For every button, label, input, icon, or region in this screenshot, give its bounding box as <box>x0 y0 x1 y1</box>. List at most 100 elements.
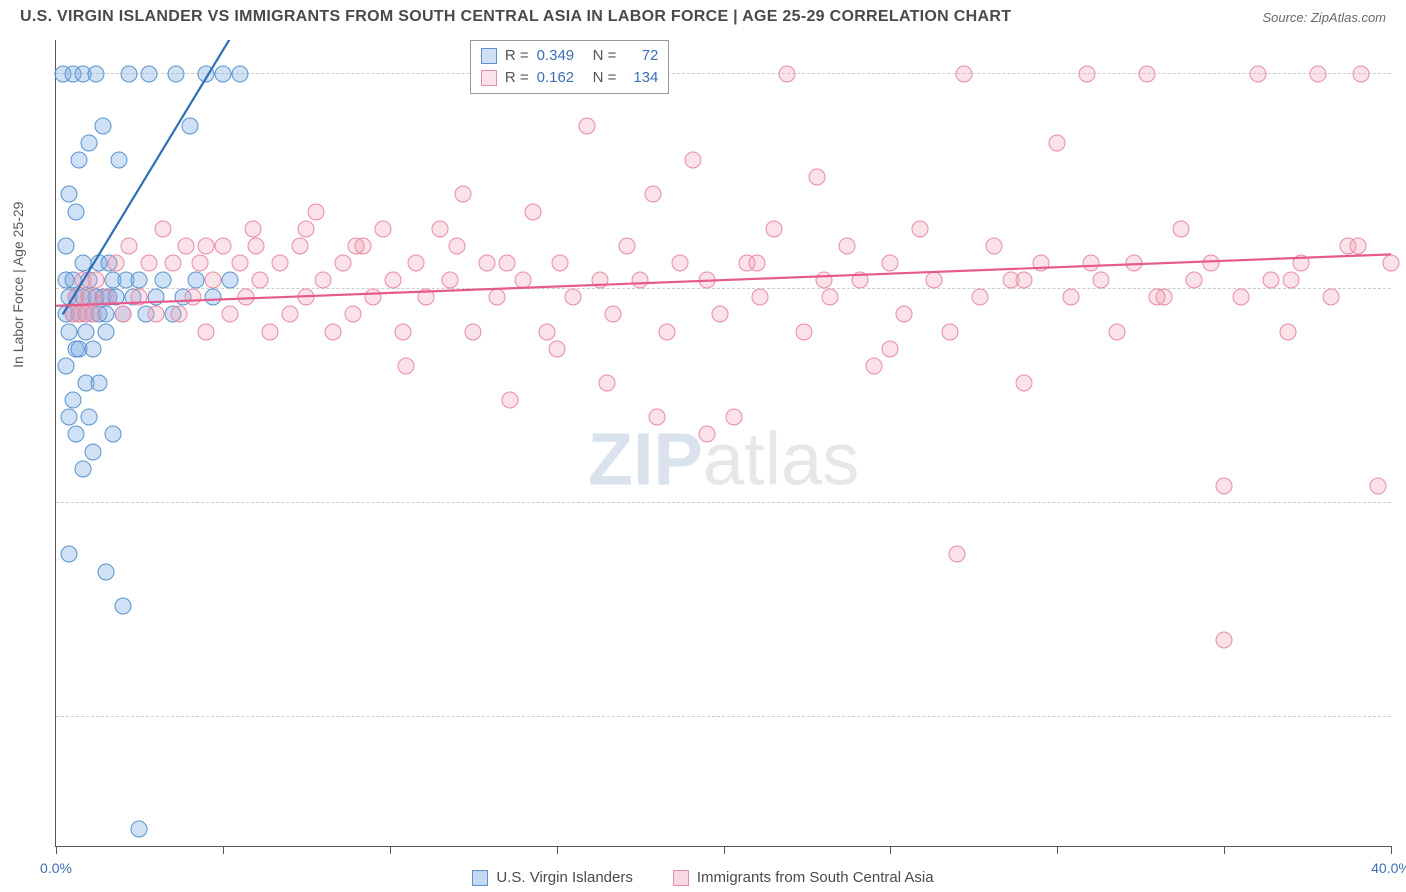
data-point <box>244 220 261 237</box>
data-point <box>1032 254 1049 271</box>
data-point <box>78 323 95 340</box>
legend-swatch <box>673 870 689 886</box>
data-point <box>925 272 942 289</box>
legend-swatch <box>481 48 497 64</box>
data-point <box>375 220 392 237</box>
stats-row: R =0.349N =72 <box>481 45 659 67</box>
legend-swatch <box>472 870 488 886</box>
data-point <box>365 289 382 306</box>
data-point <box>408 254 425 271</box>
data-point <box>1049 134 1066 151</box>
data-point <box>565 289 582 306</box>
data-point <box>808 169 825 186</box>
data-point <box>74 254 91 271</box>
data-point <box>398 357 415 374</box>
data-point <box>1092 272 1109 289</box>
data-point <box>238 289 255 306</box>
data-point <box>1186 272 1203 289</box>
data-point <box>431 220 448 237</box>
data-point <box>698 272 715 289</box>
data-point <box>131 289 148 306</box>
data-point <box>1149 289 1166 306</box>
data-point <box>345 306 362 323</box>
data-point <box>765 220 782 237</box>
data-point <box>1216 632 1233 649</box>
x-tick <box>557 846 558 854</box>
data-point <box>104 426 121 443</box>
data-point <box>795 323 812 340</box>
data-point <box>204 272 221 289</box>
data-point <box>865 357 882 374</box>
data-point <box>1172 220 1189 237</box>
data-point <box>68 426 85 443</box>
legend-swatch <box>481 70 497 86</box>
data-point <box>114 597 131 614</box>
bottom-legend: U.S. Virgin Islanders Immigrants from Sou… <box>0 869 1406 886</box>
data-point <box>141 66 158 83</box>
data-point <box>525 203 542 220</box>
x-tick <box>390 846 391 854</box>
data-point <box>81 134 98 151</box>
data-point <box>598 374 615 391</box>
data-point <box>1383 254 1400 271</box>
stat-r-value: 0.349 <box>537 45 585 67</box>
data-point <box>815 272 832 289</box>
data-point <box>1232 289 1249 306</box>
data-point <box>98 563 115 580</box>
trend-overlay <box>56 40 1391 846</box>
data-point <box>942 323 959 340</box>
x-tick <box>223 846 224 854</box>
data-point <box>1349 237 1366 254</box>
data-point <box>712 306 729 323</box>
data-point <box>752 289 769 306</box>
stat-r-label: R = <box>505 67 529 89</box>
data-point <box>71 152 88 169</box>
data-point <box>84 306 101 323</box>
x-tick <box>1057 846 1058 854</box>
plot-area: ZIPatlas In Labor Force | Age 25-29 62.5… <box>55 40 1391 847</box>
data-point <box>1015 374 1032 391</box>
data-point <box>1262 272 1279 289</box>
data-point <box>198 237 215 254</box>
data-point <box>949 546 966 563</box>
data-point <box>778 66 795 83</box>
data-point <box>291 237 308 254</box>
y-axis-title: In Labor Force | Age 25-29 <box>10 202 26 368</box>
data-point <box>1139 66 1156 83</box>
data-point <box>188 272 205 289</box>
data-point <box>84 443 101 460</box>
gridline <box>56 502 1391 503</box>
data-point <box>1216 477 1233 494</box>
data-point <box>91 374 108 391</box>
data-point <box>248 237 265 254</box>
data-point <box>121 237 138 254</box>
data-point <box>488 289 505 306</box>
data-point <box>308 203 325 220</box>
data-point <box>1282 272 1299 289</box>
data-point <box>131 820 148 837</box>
legend-label: Immigrants from South Central Asia <box>697 869 934 886</box>
data-point <box>448 237 465 254</box>
data-point <box>168 66 185 83</box>
data-point <box>81 409 98 426</box>
data-point <box>281 306 298 323</box>
legend-item: U.S. Virgin Islanders <box>472 869 632 886</box>
data-point <box>214 66 231 83</box>
legend-label: U.S. Virgin Islanders <box>496 869 632 886</box>
stat-n-label: N = <box>593 45 617 67</box>
data-point <box>658 323 675 340</box>
data-point <box>1062 289 1079 306</box>
data-point <box>1369 477 1386 494</box>
x-tick <box>724 846 725 854</box>
data-point <box>164 254 181 271</box>
data-point <box>592 272 609 289</box>
data-point <box>478 254 495 271</box>
data-point <box>1109 323 1126 340</box>
data-point <box>298 220 315 237</box>
data-point <box>1309 66 1326 83</box>
data-point <box>184 289 201 306</box>
data-point <box>61 409 78 426</box>
data-point <box>972 289 989 306</box>
data-point <box>395 323 412 340</box>
data-point <box>214 237 231 254</box>
